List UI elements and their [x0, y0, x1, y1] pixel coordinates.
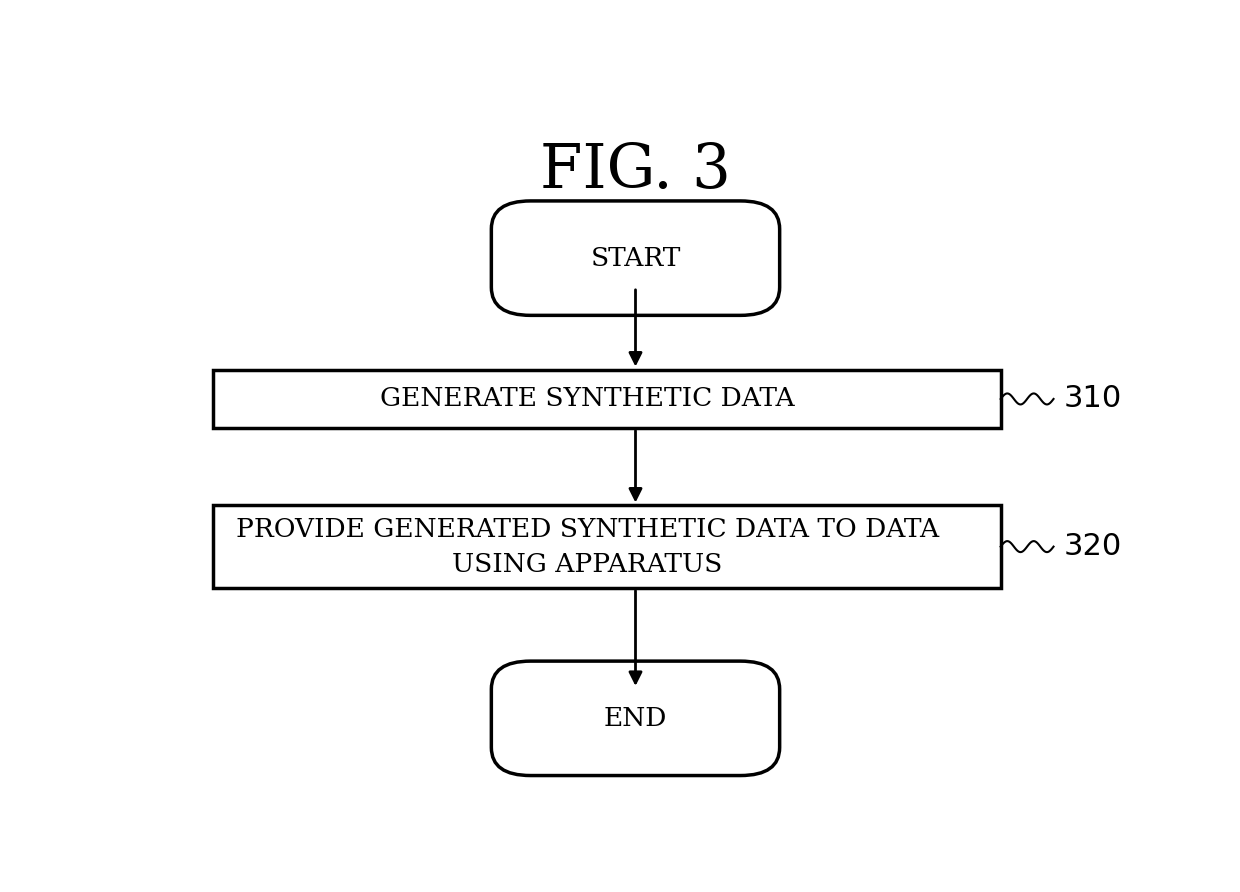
Text: PROVIDE GENERATED SYNTHETIC DATA TO DATA
USING APPARATUS: PROVIDE GENERATED SYNTHETIC DATA TO DATA…: [236, 516, 939, 576]
FancyBboxPatch shape: [491, 201, 780, 316]
Text: GENERATE SYNTHETIC DATA: GENERATE SYNTHETIC DATA: [381, 386, 795, 411]
Text: 320: 320: [1063, 533, 1121, 561]
Text: END: END: [604, 706, 667, 731]
Text: FIG. 3: FIG. 3: [541, 141, 730, 202]
FancyBboxPatch shape: [491, 661, 780, 775]
FancyBboxPatch shape: [213, 506, 1001, 588]
Text: 310: 310: [1063, 384, 1121, 414]
Text: START: START: [590, 245, 681, 270]
FancyBboxPatch shape: [213, 370, 1001, 428]
